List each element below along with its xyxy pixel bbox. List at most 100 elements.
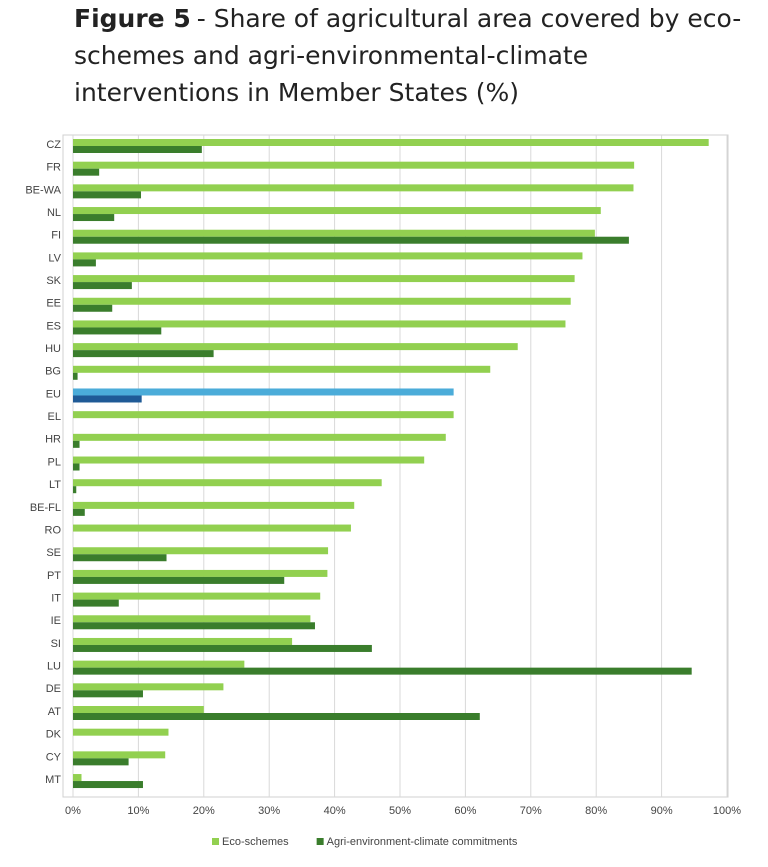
bar bbox=[73, 207, 601, 215]
x-tick-label: 100% bbox=[713, 805, 741, 817]
bar bbox=[73, 161, 635, 169]
bar bbox=[73, 168, 100, 176]
bar bbox=[73, 304, 113, 312]
bar bbox=[73, 146, 202, 153]
y-tick-label: CY bbox=[46, 751, 62, 763]
bar bbox=[73, 758, 129, 766]
bar bbox=[73, 644, 372, 652]
bar bbox=[73, 637, 293, 645]
y-tick-label: AT bbox=[48, 706, 62, 718]
y-tick-label: IE bbox=[51, 615, 61, 627]
x-tick-label: 90% bbox=[651, 805, 673, 817]
bar bbox=[73, 690, 143, 698]
x-tick-label: 40% bbox=[324, 805, 346, 817]
x-tick-label: 0% bbox=[65, 805, 81, 817]
bar bbox=[73, 508, 85, 516]
bar bbox=[73, 660, 245, 668]
plot-frame bbox=[62, 134, 729, 798]
bar bbox=[73, 706, 204, 713]
y-tick-label: NL bbox=[47, 207, 61, 219]
y-tick-label: CZ bbox=[46, 139, 61, 151]
bar bbox=[73, 365, 491, 373]
bar bbox=[73, 599, 119, 607]
bar bbox=[73, 576, 285, 584]
y-tick-label: SE bbox=[46, 547, 61, 559]
bar bbox=[73, 592, 321, 600]
bar bbox=[73, 774, 82, 782]
bar bbox=[73, 184, 634, 192]
y-tick-label: ES bbox=[46, 320, 61, 332]
y-tick-label: SK bbox=[46, 275, 61, 287]
bar bbox=[73, 236, 629, 244]
bar bbox=[73, 751, 166, 759]
bar bbox=[73, 554, 167, 562]
bar bbox=[73, 463, 80, 471]
bar bbox=[73, 622, 315, 630]
x-tick-label: 50% bbox=[389, 805, 411, 817]
bar bbox=[73, 350, 214, 358]
bar bbox=[73, 214, 115, 222]
y-tick-label: IT bbox=[51, 593, 61, 605]
legend-swatch bbox=[316, 838, 324, 845]
bar bbox=[73, 433, 446, 441]
y-tick-label: BE-WA bbox=[25, 184, 61, 196]
bar bbox=[73, 282, 132, 290]
legend-label: Eco-schemes bbox=[222, 836, 289, 848]
legend-swatch bbox=[212, 838, 219, 845]
y-tick-label: BG bbox=[45, 366, 61, 378]
bar bbox=[73, 456, 425, 464]
bar bbox=[73, 297, 571, 305]
y-tick-label: EU bbox=[46, 388, 61, 400]
bar bbox=[73, 547, 329, 555]
x-tick-label: 10% bbox=[127, 805, 149, 817]
y-tick-label: MT bbox=[45, 774, 61, 786]
bar bbox=[73, 479, 382, 487]
y-tick-label: LV bbox=[48, 252, 61, 264]
x-tick-label: 80% bbox=[585, 805, 607, 817]
bar bbox=[73, 501, 355, 509]
bar bbox=[73, 252, 583, 260]
y-tick-label: FI bbox=[51, 230, 61, 242]
y-tick-label: LU bbox=[47, 661, 61, 673]
bar bbox=[73, 440, 80, 448]
bar bbox=[73, 372, 78, 380]
bar bbox=[73, 486, 77, 494]
y-tick-label: BE-FL bbox=[30, 502, 61, 514]
x-tick-label: 20% bbox=[193, 805, 215, 817]
bar bbox=[73, 524, 351, 532]
x-tick-label: 60% bbox=[454, 805, 476, 817]
bar bbox=[73, 229, 595, 237]
bar bbox=[73, 569, 328, 577]
title-block: Figure 5- Share of agricultural area cov… bbox=[74, 0, 754, 111]
y-tick-label: PL bbox=[48, 456, 61, 468]
y-tick-label: LT bbox=[49, 479, 61, 491]
bar bbox=[73, 343, 518, 351]
y-tick-label: HR bbox=[45, 434, 61, 446]
y-tick-label: DK bbox=[46, 729, 62, 741]
y-tick-label: SI bbox=[51, 638, 61, 650]
x-tick-label: 30% bbox=[258, 805, 280, 817]
bar bbox=[73, 275, 575, 283]
x-tick-label: 70% bbox=[520, 805, 542, 817]
bar bbox=[73, 728, 169, 736]
y-tick-label: PT bbox=[47, 570, 61, 582]
y-tick-label: RO bbox=[45, 524, 62, 536]
y-tick-label: EL bbox=[48, 411, 61, 423]
bar bbox=[73, 191, 142, 199]
bar bbox=[73, 781, 143, 789]
bar bbox=[73, 667, 692, 675]
y-tick-label: EE bbox=[46, 298, 61, 310]
bar bbox=[73, 713, 480, 720]
y-tick-label: DE bbox=[46, 683, 61, 695]
y-tick-label: HU bbox=[45, 343, 61, 355]
bar bbox=[73, 615, 311, 623]
bar bbox=[73, 259, 96, 267]
y-tick-label: FR bbox=[46, 162, 61, 174]
bar bbox=[73, 411, 454, 419]
bar bbox=[73, 395, 142, 403]
legend-label: Agri-environment-climate commitments bbox=[327, 836, 518, 848]
bar bbox=[73, 683, 224, 691]
bar bbox=[73, 388, 454, 396]
